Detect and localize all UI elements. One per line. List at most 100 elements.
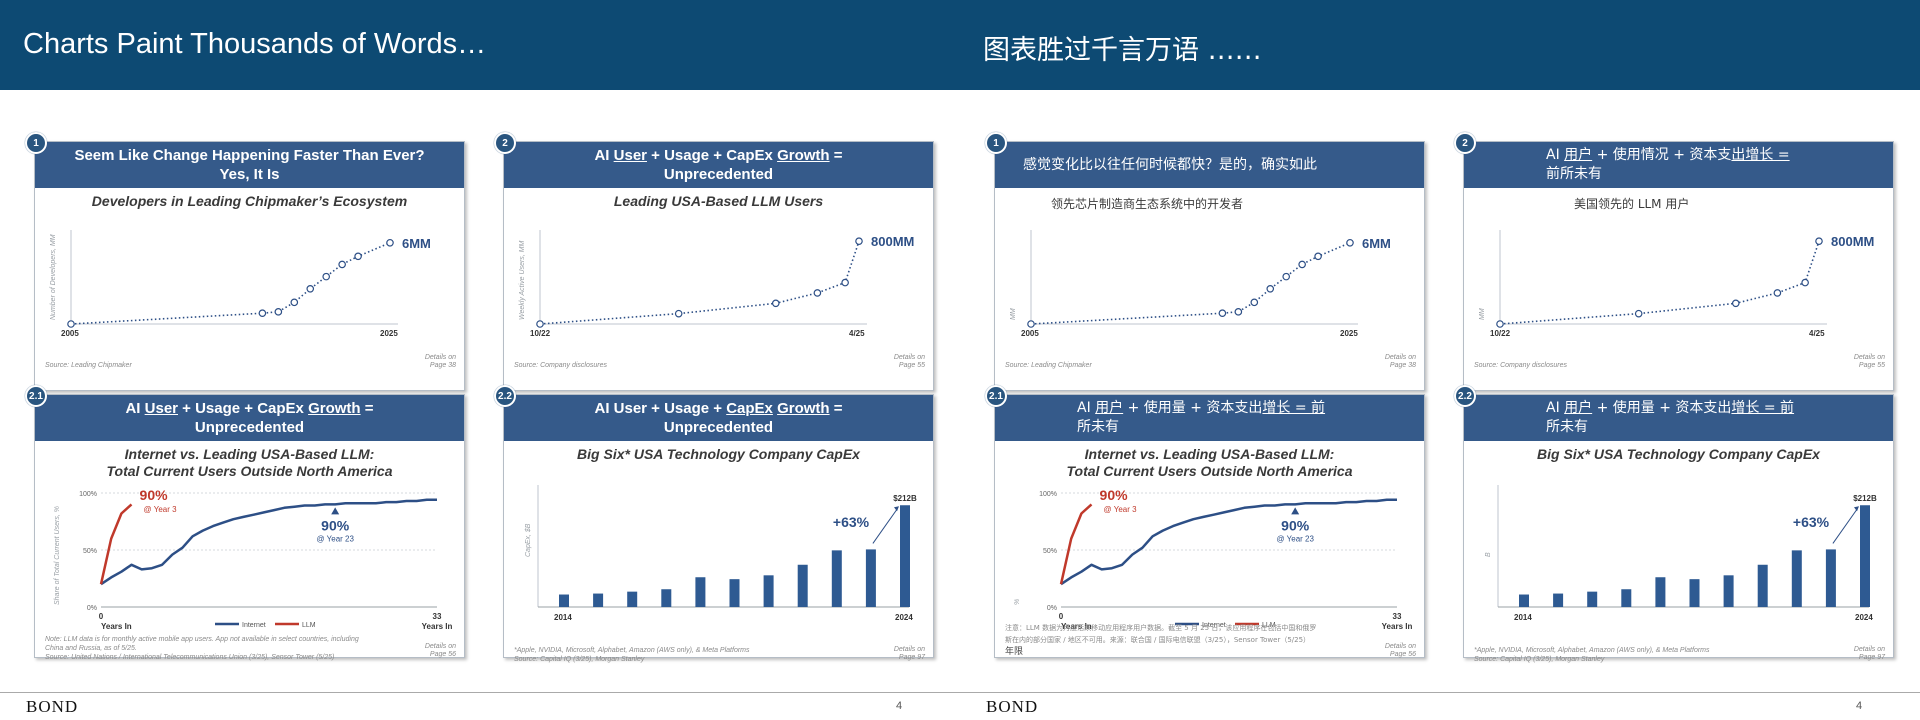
chart-subtitle: 美国领先的 LLM 用户 [1574,197,1690,211]
footer-divider [0,692,960,693]
header-part: + 使用量 + 资本支出 [1592,400,1732,416]
x-tick-label: 2025 [1340,329,1358,338]
details-line: Page 97 [898,654,925,661]
bar [900,505,910,607]
legend-label: LLM [1262,622,1276,629]
annotation-value: 90% [140,487,169,503]
panel-header-line: AI User + Usage + CapEx Growth = [125,399,373,418]
slide-english: Charts Paint Thousands of Words… 1 Seem … [0,0,960,716]
panel-internet-vs-llm-cn: 2.1 AI 用户 + 使用量 + 资本支出增长 = 前 所未有 Interne… [985,385,1425,658]
y-axis-label: MM [1479,308,1486,320]
header-part: Growth [777,400,830,417]
bar [559,594,569,607]
bar [627,591,638,607]
subtitle-line: Internet vs. Leading USA-Based LLM: [124,446,375,462]
header-part: User [613,147,647,164]
chart-subtitle: Big Six* USA Technology Company CapEx [577,446,860,462]
details-note: Details on Page 97 [894,646,925,662]
legend-label: Internet [1202,622,1226,629]
chart-subtitle: Internet vs. Leading USA-Based LLM: Total… [35,446,464,480]
annotation-sub: @ Year 23 [316,534,354,543]
x-tick-label: 10/22 [530,329,551,338]
bar [1553,593,1564,607]
y-tick-label: 50% [1043,548,1057,555]
chart-llm-users: 800MM 10/22 4/25 Weekly Active Users, MM [519,230,914,338]
x-axis-label: Years In [1061,622,1092,631]
bar [1757,564,1768,607]
panel-header-line: 所未有 [1077,419,1119,435]
data-point [1234,308,1243,316]
header-part: 增长 = 前 [1262,400,1326,416]
details-line: Details on [1384,354,1416,361]
source-note: Source: Leading Chipmaker [1005,362,1092,369]
panel-header: 感觉变化比以往任何时候都快？是的，确实如此 [995,142,1424,188]
slide-chinese: 图表胜过千言万语 …… 1 感觉变化比以往任何时候都快？是的，确实如此 领先芯片… [960,0,1920,720]
footer-divider [960,692,1920,693]
bar [1689,579,1700,607]
header-part: User [144,400,178,417]
bar [1655,577,1666,607]
details-line: Page 55 [898,362,925,369]
chart-subtitle: 领先芯片制造商生态系统中的开发者 [1051,197,1244,211]
source-note: *Apple, NVIDIA, Microsoft, Alphabet, Ama… [514,646,750,664]
x-tick-label: 33 [433,612,442,621]
panel-header-line: AI 用户 + 使用情况 + 资本支出增长 = [1546,146,1790,165]
note-line: *Apple, NVIDIA, Microsoft, Alphabet, Ama… [514,647,750,654]
panel-header-line: AI User + Usage + CapEx Growth = [594,146,842,165]
note-line: China and Russia, as of 5/25. [45,645,137,652]
panel-badge: 2.2 [494,385,516,407]
panel-developers: 1 Seem Like Change Happening Faster Than… [25,132,465,391]
data-point [1282,272,1291,281]
panel-header-line: 所未有 [1546,419,1588,435]
x-tick-label: 4/25 [849,329,865,338]
data-point [386,238,394,247]
header-part: + Usage + CapEx [647,147,778,164]
details-line: Details on [1384,643,1416,650]
bar-value-label: $212B [893,494,917,503]
series-line [539,240,860,325]
y-tick-label: 100% [1039,491,1057,498]
bar [1587,591,1598,607]
note-line: Source: Capital IQ (3/25), Morgan Stanle… [1474,656,1605,663]
bar [1860,505,1870,607]
note-line: Note: LLM data is for monthly active mob… [45,636,359,643]
bar [1723,575,1734,607]
panel-developers-cn: 1 感觉变化比以往任何时候都快？是的，确实如此 领先芯片制造商生态系统中的开发者… [985,132,1425,391]
header-part: 增长 = 前 [1731,400,1795,416]
chart-developers: 6MM 2005 2025 Number of Developers, MM [50,230,431,338]
panel-header: AI User + Usage + CapEx Growth = Unprece… [504,142,933,188]
bar [695,577,706,607]
data-point [813,289,822,297]
annotation-arrow [1291,507,1300,515]
data-point [354,252,362,261]
details-note: Details on Page 97 [1854,646,1885,662]
bar [1519,594,1529,607]
header-part: AI User + Usage + [594,400,727,417]
header-part: 用户 [1564,400,1593,416]
x-tick-label: 2024 [1855,613,1873,622]
details-note: Details on Page 38 [425,354,456,370]
details-line: Details on [893,354,925,361]
annotation-sub: @ Year 23 [1276,534,1314,543]
bar [1621,589,1632,607]
header-part: AI [594,147,614,164]
data-point [1298,260,1306,269]
x-tick-label: 2014 [1514,613,1532,622]
annotation-sub: @ Year 3 [1104,505,1138,514]
series-line-llm [99,503,133,585]
details-note: Details on Page 55 [894,354,925,370]
data-point [1346,238,1354,247]
y-axis-label: B [1485,552,1492,557]
legend-label: LLM [302,622,316,629]
data-point [258,309,267,317]
source-note: 注意：LLM 数据为月度活跃移动应用程序用户数据。截至 5 月 25 日，该应用… [1005,622,1316,658]
details-line: Page 38 [1389,362,1416,369]
details-line: Page 38 [429,362,456,369]
end-value-label: 6MM [1362,236,1391,251]
header-part: AI [1546,147,1565,163]
data-point [338,260,346,269]
end-value-label: 800MM [1831,234,1874,249]
x-tick-label: 2005 [61,329,79,338]
note-line: 斯在内的部分国家 / 地区不可用。来源：联合国 / 国际电信联盟（3/25），S… [1005,636,1311,644]
x-tick-label: 2005 [1021,329,1039,338]
